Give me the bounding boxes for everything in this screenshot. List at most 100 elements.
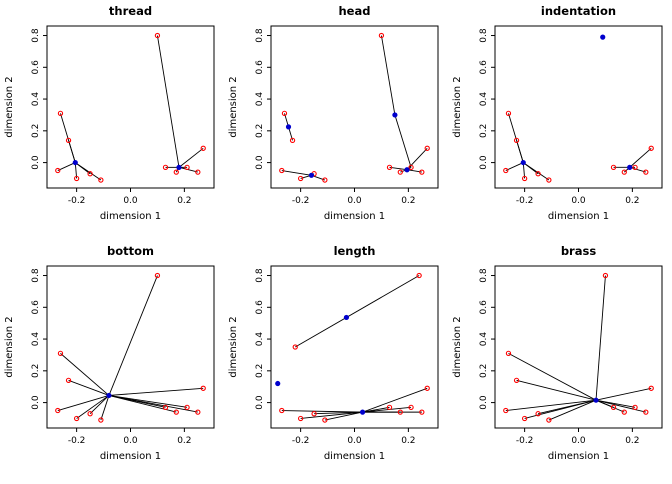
subplot-title: length <box>334 244 376 258</box>
star-segment <box>295 275 420 348</box>
centroid-point <box>404 167 410 173</box>
tick-label: 0.0 <box>571 436 586 446</box>
subplot-bottom: bottom dimension 1 dimension 2 -0.2 0.0 0.2 0.… <box>0 240 224 480</box>
centroid-point <box>106 392 112 399</box>
star-segment <box>68 140 76 163</box>
object-point <box>98 417 104 423</box>
object-point <box>57 350 64 357</box>
tick-label: 0.2 <box>625 196 639 206</box>
object-point <box>279 167 285 174</box>
star-segment <box>178 147 204 168</box>
object-point <box>173 409 179 415</box>
star-segment <box>76 395 110 419</box>
star-segment <box>89 395 110 415</box>
star-segment <box>74 162 78 179</box>
star-segment <box>362 406 412 413</box>
object-point <box>57 110 64 117</box>
object-point <box>535 171 541 177</box>
axis-label: dimension 2 <box>4 316 15 377</box>
tick-label: 0.6 <box>255 60 265 75</box>
tick-label: 0.2 <box>177 196 191 206</box>
object-point <box>154 32 161 39</box>
star-segment <box>595 387 652 401</box>
tick-label: -0.2 <box>516 436 534 446</box>
tick-label: 0.8 <box>479 268 489 283</box>
tick-label: 0.4 <box>479 92 489 107</box>
centroid-point <box>600 34 606 40</box>
centroid-point <box>285 124 292 130</box>
star-segment <box>394 114 412 168</box>
centroid-point <box>308 172 315 178</box>
object-point <box>621 169 627 175</box>
subplot-title: indentation <box>541 4 616 18</box>
object-point <box>87 171 93 177</box>
tick-label: 0.4 <box>255 332 265 347</box>
axis-label: dimension 1 <box>548 211 609 222</box>
object-point <box>386 404 393 411</box>
tick-label: 0.4 <box>255 92 265 107</box>
tick-label: 0.0 <box>31 155 41 170</box>
object-point <box>505 110 512 117</box>
star-segment <box>156 35 180 168</box>
object-point <box>154 272 161 279</box>
tick-label: 0.8 <box>31 28 41 43</box>
object-point <box>297 175 304 182</box>
object-point <box>162 164 169 171</box>
tick-label: 0.2 <box>255 124 265 138</box>
tick-label: -0.2 <box>292 436 310 446</box>
object-point <box>535 411 541 417</box>
tick-label: 0.0 <box>255 155 265 170</box>
object-point <box>322 417 328 423</box>
object-point <box>648 145 654 151</box>
centroid-point <box>359 409 366 415</box>
object-point <box>386 164 393 171</box>
axis-label: dimension 2 <box>4 76 15 137</box>
star-segment <box>516 379 597 401</box>
star-segment <box>300 411 363 419</box>
centroid-point <box>72 159 78 166</box>
object-point <box>55 167 61 174</box>
object-point <box>73 415 80 422</box>
object-point <box>65 377 72 384</box>
star-segment <box>548 399 597 421</box>
tick-label: 0.2 <box>255 364 265 378</box>
object-point <box>643 169 649 175</box>
star-segment <box>108 275 158 396</box>
tick-label: 0.6 <box>31 300 41 315</box>
object-point <box>505 350 512 357</box>
centroid-point <box>343 314 350 321</box>
object-point <box>55 407 61 414</box>
star-segment <box>505 399 597 411</box>
object-point <box>416 272 422 279</box>
centroid-point <box>176 164 182 170</box>
star-segment <box>629 166 646 173</box>
star-segment <box>508 352 597 401</box>
object-point <box>408 404 414 411</box>
object-point <box>279 407 285 414</box>
tick-label: 0.6 <box>31 60 41 75</box>
plot-box <box>46 265 215 429</box>
object-point <box>162 404 169 411</box>
subplot-head: head dimension 1 dimension 2 -0.2 0.0 0.2 0.0 0… <box>224 0 448 240</box>
object-point <box>200 385 206 391</box>
plot-area-thread: thread dimension 1 dimension 2 -0.2 0.0 0.2 0.… <box>4 4 215 222</box>
tick-label: 0.4 <box>31 92 41 107</box>
object-point <box>98 177 104 183</box>
object-point <box>546 177 552 183</box>
subplot-title: brass <box>561 244 597 258</box>
star-segment <box>75 162 102 181</box>
object-point <box>503 407 509 414</box>
object-point <box>621 409 627 415</box>
tick-label: 0.0 <box>31 395 41 410</box>
tick-label: 0.0 <box>255 395 265 410</box>
tick-label: 0.6 <box>479 300 489 315</box>
object-point <box>632 404 638 411</box>
star-segment <box>362 387 428 413</box>
star-segment <box>505 162 524 171</box>
object-point <box>632 164 638 171</box>
tick-label: 0.2 <box>31 124 41 138</box>
centroid-point <box>593 397 599 403</box>
object-point <box>65 137 72 144</box>
tick-label: 0.2 <box>479 124 489 138</box>
